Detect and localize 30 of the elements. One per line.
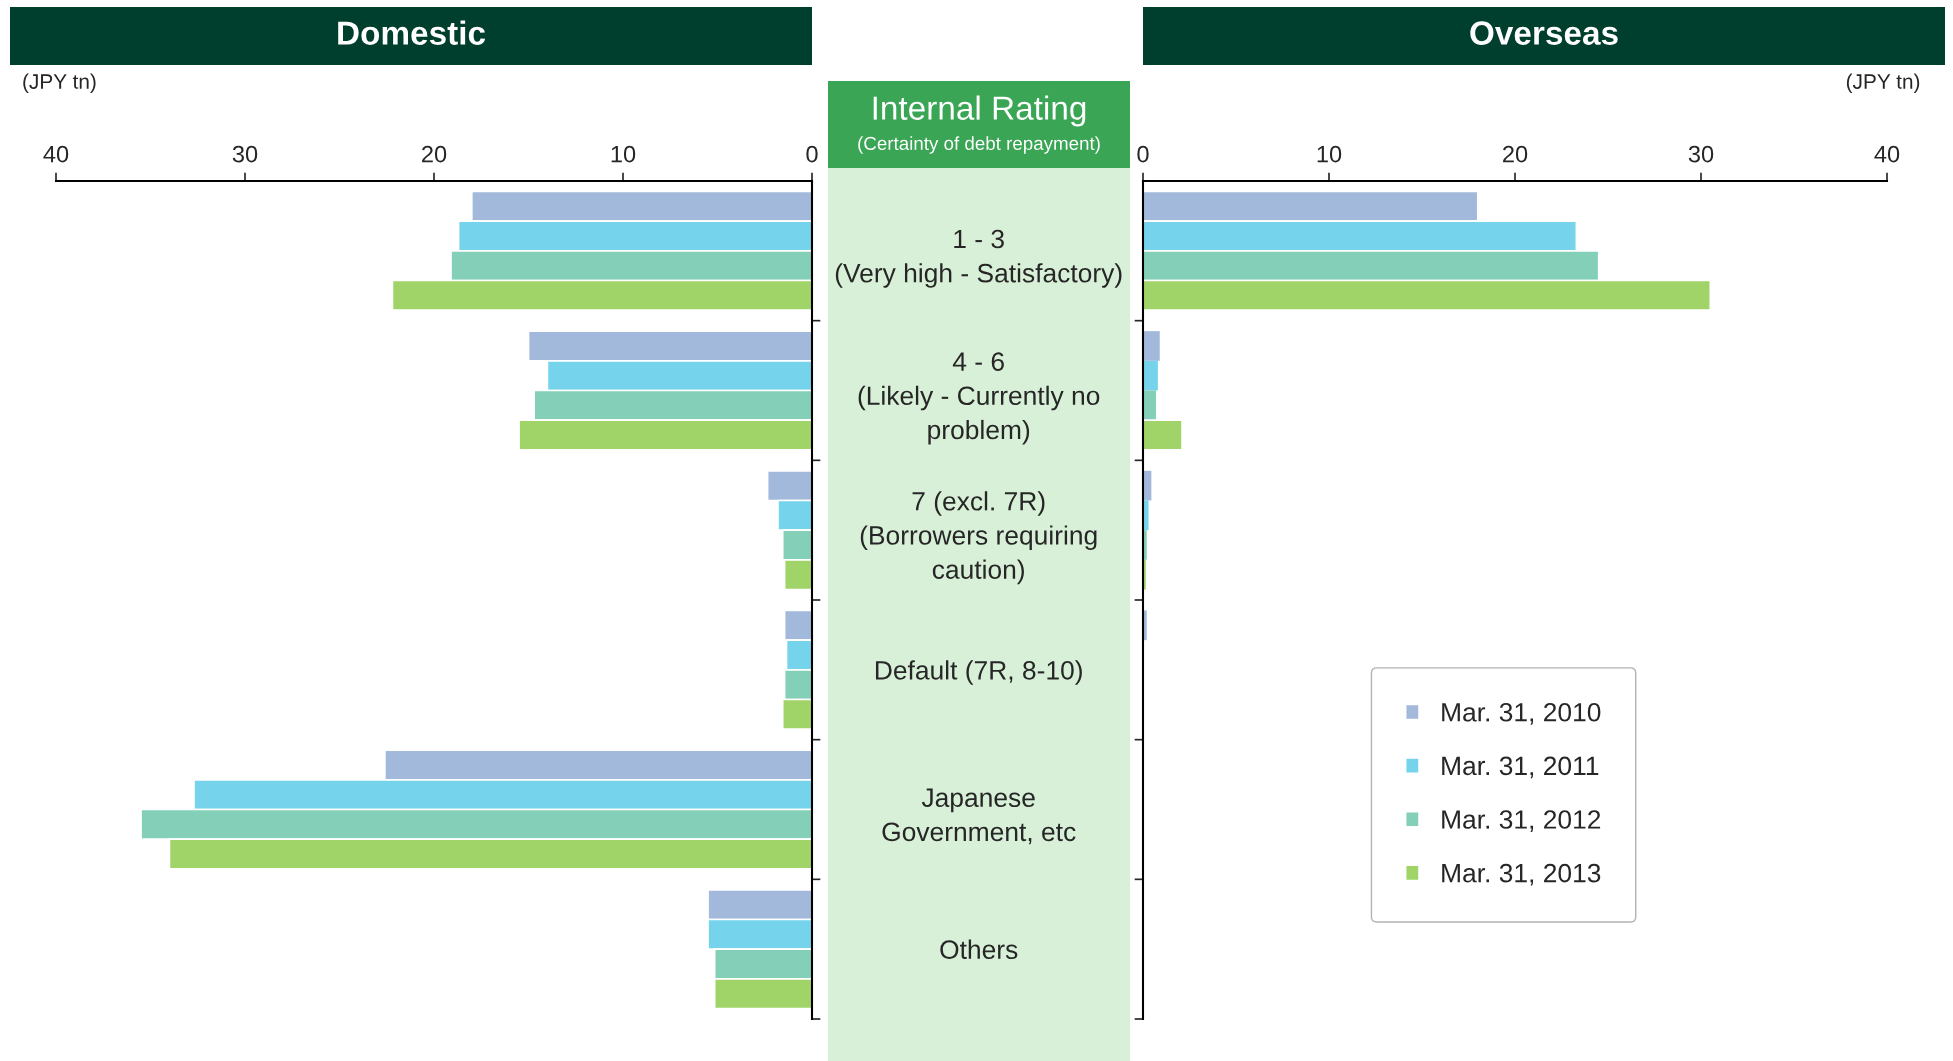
x-tick-label: 0 (1137, 145, 1149, 163)
x-tick-label: 40 (1874, 145, 1900, 163)
x-tick-label: 0 (806, 145, 818, 163)
bar (1143, 360, 1158, 391)
y-tick-label: 7 (excl. 7R) (Borrowers requiring caution) (860, 491, 1097, 585)
bar (1143, 419, 1183, 451)
chart-title: Domestic (338, 20, 486, 45)
x-tick-label: 30 (1688, 145, 1714, 163)
y-tick-label: Others (940, 939, 1018, 959)
bar (1143, 500, 1149, 531)
bar (1143, 331, 1160, 361)
x-axis-title: (JPY tn) (1846, 73, 1920, 93)
x-tick-label: 10 (611, 145, 636, 163)
y-tick-label: 1 - 3 (Very high - Satisfactory) (835, 229, 1122, 288)
y-tick-label: Japanese Government, etc (882, 788, 1076, 845)
x-tick-label: 30 (232, 145, 258, 163)
x-tick-label: 10 (1317, 145, 1342, 163)
legend-label: Mar. 31, 2012 (1442, 810, 1601, 832)
y-axis-title: Internal Rating (873, 95, 1086, 127)
text: (Certainty of debt repayment) (858, 136, 1100, 154)
legend-label: Mar. 31, 2011 (1442, 756, 1599, 779)
legend-label: Mar. 31, 2013 (1442, 863, 1601, 886)
chart-title: Overseas (1470, 21, 1618, 45)
x-tick-label: 20 (422, 145, 447, 163)
y-tick-label: 4 - 6 (Likely - Currently no problem) (858, 352, 1100, 445)
legend-label: Mar. 31, 2010 (1442, 702, 1601, 725)
x-axis-title: (JPY tn) (23, 73, 96, 93)
x-tick-label: 20 (1503, 145, 1528, 163)
x-tick-label: 40 (43, 145, 69, 163)
y-tick-label: Default (7R, 8-10) (875, 660, 1082, 685)
